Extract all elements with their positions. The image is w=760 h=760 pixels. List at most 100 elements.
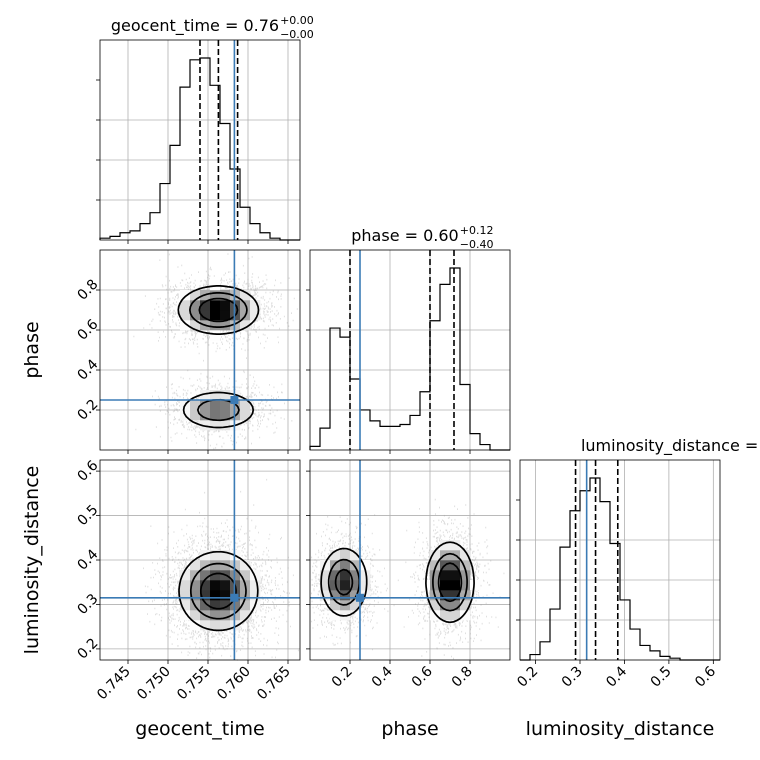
hist-phase-title-plus: +0.12 [460, 224, 494, 237]
joint-geocent_time-vs-luminosity_distance-density-cell [250, 590, 261, 601]
joint-geocent_time-vs-luminosity_distance-ytick-label-3: 0.5 [74, 502, 101, 529]
hist-phase-title: phase = 0.60 [351, 226, 458, 245]
joint-phase-vs-luminosity_distance: 0.2 0.4 0.6 0.8 [306, 459, 511, 691]
joint-phase-vs-luminosity_distance-density-cell [340, 580, 351, 591]
joint-geocent_time-vs-luminosity_distance-density-cell [190, 590, 201, 601]
joint-phase-vs-luminosity_distance-contour-2 [334, 562, 463, 603]
joint-geocent_time-vs-luminosity_distance-density-cell [180, 610, 191, 621]
joint-phase-vs-luminosity_distance-density-cell [460, 570, 471, 581]
joint-geocent_time-vs-phase-density-cell [190, 320, 201, 331]
joint-geocent_time-vs-luminosity_distance-contour-1 [189, 562, 247, 620]
hist-phase-border [309, 249, 511, 451]
joint-phase-vs-luminosity_distance-density-cell [360, 560, 371, 571]
joint-geocent_time-vs-phase-density-cell [240, 400, 251, 411]
joint-geocent_time-vs-luminosity_distance-density-cell [220, 620, 231, 631]
joint-geocent_time-vs-luminosity_distance-density-cell [210, 560, 221, 571]
joint-phase-vs-luminosity_distance-density-cell [360, 570, 371, 581]
joint-geocent_time-vs-luminosity_distance-xtick-label-0: 0.745 [94, 664, 134, 704]
joint-geocent_time-vs-phase-ytick-label-1: 0.4 [74, 356, 101, 383]
joint-geocent_time-vs-phase-density-cell [190, 310, 201, 321]
joint-geocent_time-vs-luminosity_distance-density-cell [240, 600, 251, 611]
joint-phase-vs-luminosity_distance-density-cell [330, 570, 341, 581]
joint-geocent_time-vs-phase-density-cell [180, 310, 191, 321]
joint-geocent_time-vs-luminosity_distance-density-cell [190, 620, 201, 631]
joint-phase-vs-luminosity_distance-density-cell [430, 580, 441, 591]
joint-geocent_time-vs-phase-ytick-label-2: 0.6 [74, 316, 101, 343]
hist-phase: phase = 0.60 +0.12−0.40 [306, 224, 511, 454]
joint-phase-vs-luminosity_distance-density-cell [450, 590, 461, 601]
joint-phase-vs-luminosity_distance-density-cell [470, 580, 481, 591]
joint-phase-vs-luminosity_distance-xtick-label-0: 0.2 [329, 664, 356, 691]
joint-phase-vs-luminosity_distance-xtick-label-1: 0.4 [369, 663, 396, 690]
joint-phase-vs-luminosity_distance-density-cell [350, 600, 361, 611]
hist-luminosity_distance: 0.2 0.3 0.4 0.5 0.6 luminosity_distance = 0.3… [514, 436, 760, 691]
joint-geocent_time-vs-phase-density-cell [190, 300, 201, 311]
joint-geocent_time-vs-luminosity_distance-density-cell [180, 570, 191, 581]
joint-phase-vs-luminosity_distance-density-cell [350, 580, 361, 591]
joint-phase-vs-luminosity_distance-density-cell [420, 580, 431, 591]
joint-phase-vs-luminosity_distance-density-cell [450, 610, 461, 621]
joint-geocent_time-vs-phase-density-cell [240, 320, 251, 331]
xlabel-geocent_time: geocent_time [135, 718, 264, 740]
joint-phase-vs-luminosity_distance-density-cell [460, 550, 471, 561]
joint-geocent_time-vs-luminosity_distance-density-cell [240, 560, 251, 571]
hist-geocent_time-border [99, 39, 301, 241]
joint-phase-vs-luminosity_distance-density-cell [330, 550, 341, 561]
joint-phase-vs-luminosity_distance-density-cell [440, 610, 451, 621]
joint-geocent_time-vs-luminosity_distance-density-cell [220, 590, 231, 601]
joint-phase-vs-luminosity_distance-density-cell [450, 570, 461, 581]
joint-phase-vs-luminosity_distance-density-cell [320, 570, 331, 581]
joint-geocent_time-vs-luminosity_distance-xtick-label-3: 0.760 [214, 664, 254, 704]
joint-geocent_time-vs-phase-density-cell [220, 400, 231, 411]
joint-phase-vs-luminosity_distance-injection-marker [356, 593, 364, 602]
joint-geocent_time-vs-luminosity_distance-density-cell [210, 610, 221, 621]
joint-phase-vs-luminosity_distance-density-cell [340, 560, 351, 571]
joint-geocent_time-vs-luminosity_distance-density-cell [180, 580, 191, 591]
joint-geocent_time-vs-luminosity_distance-density-cell [200, 620, 211, 631]
joint-geocent_time-vs-luminosity_distance-ytick-label-4: 0.6 [74, 458, 101, 485]
joint-phase-vs-luminosity_distance-density-cell [340, 550, 351, 561]
joint-geocent_time-vs-luminosity_distance-density-cell [210, 620, 221, 631]
joint-phase-vs-luminosity_distance-density-cell [440, 570, 451, 581]
joint-phase-vs-luminosity_distance-density-cell [330, 560, 341, 571]
joint-geocent_time-vs-phase-density-cell [210, 290, 221, 301]
joint-phase-vs-luminosity_distance-density-cell [460, 600, 471, 611]
joint-geocent_time-vs-phase-ytick-label-3: 0.8 [74, 276, 101, 303]
hist-luminosity_distance-xtick-label-2: 0.4 [603, 663, 630, 690]
joint-geocent_time-vs-phase-density-cell [210, 330, 221, 341]
joint-geocent_time-vs-phase-density-cell [200, 310, 211, 321]
xlabel-phase: phase [381, 718, 438, 740]
joint-geocent_time-vs-phase-border [99, 249, 301, 451]
joint-geocent_time-vs-phase-density-cell [220, 420, 231, 431]
joint-geocent_time-vs-phase-density-cell [180, 300, 191, 311]
joint-geocent_time-vs-luminosity_distance-xtick-label-1: 0.750 [134, 664, 174, 704]
joint-phase-vs-luminosity_distance-density-cell [360, 580, 371, 591]
joint-geocent_time-vs-phase-density-cell [220, 310, 231, 321]
joint-phase-vs-luminosity_distance-density-cell [450, 580, 461, 591]
joint-geocent_time-vs-phase-density-cell [210, 400, 221, 411]
joint-phase-vs-luminosity_distance-density-cell [450, 600, 461, 611]
joint-geocent_time-vs-phase-density-cell [180, 290, 191, 301]
joint-geocent_time-vs-phase-density-cell [210, 410, 221, 421]
joint-geocent_time-vs-phase-density-cell [210, 320, 221, 331]
joint-phase-vs-luminosity_distance-xtick-label-2: 0.6 [409, 663, 436, 690]
hist-phase-step [309, 267, 510, 451]
joint-geocent_time-vs-phase-density-cell [200, 420, 211, 431]
joint-geocent_time-vs-phase-density-cell [190, 410, 201, 421]
joint-geocent_time-vs-luminosity_distance: 0.745 0.750 0.755 0.760 0.765 0.2 0.3 0.4 0.5 0.6 [74, 458, 301, 704]
joint-phase-vs-luminosity_distance-density-cell [350, 590, 361, 601]
joint-geocent_time-vs-luminosity_distance-density-cell [210, 570, 221, 581]
hist-luminosity_distance-xtick-label-1: 0.3 [559, 664, 586, 691]
hist-luminosity_distance-title: luminosity_distance = 0.34 [581, 436, 760, 456]
joint-phase-vs-luminosity_distance-density-cell [460, 580, 471, 591]
joint-geocent_time-vs-luminosity_distance-xtick-label-2: 0.755 [174, 664, 214, 704]
joint-phase-vs-luminosity_distance-density-cell [330, 600, 341, 611]
joint-geocent_time-vs-phase-density-cell [220, 390, 231, 401]
joint-geocent_time-vs-luminosity_distance-injection-marker [230, 593, 239, 602]
joint-geocent_time-vs-phase-density-cell [210, 300, 221, 311]
joint-geocent_time-vs-luminosity_distance-density-cell [220, 580, 231, 591]
joint-geocent_time-vs-phase-density-cell [210, 310, 221, 321]
joint-geocent_time-vs-luminosity_distance-density-cell [210, 590, 221, 601]
joint-phase-vs-luminosity_distance-density-cell [350, 550, 361, 561]
